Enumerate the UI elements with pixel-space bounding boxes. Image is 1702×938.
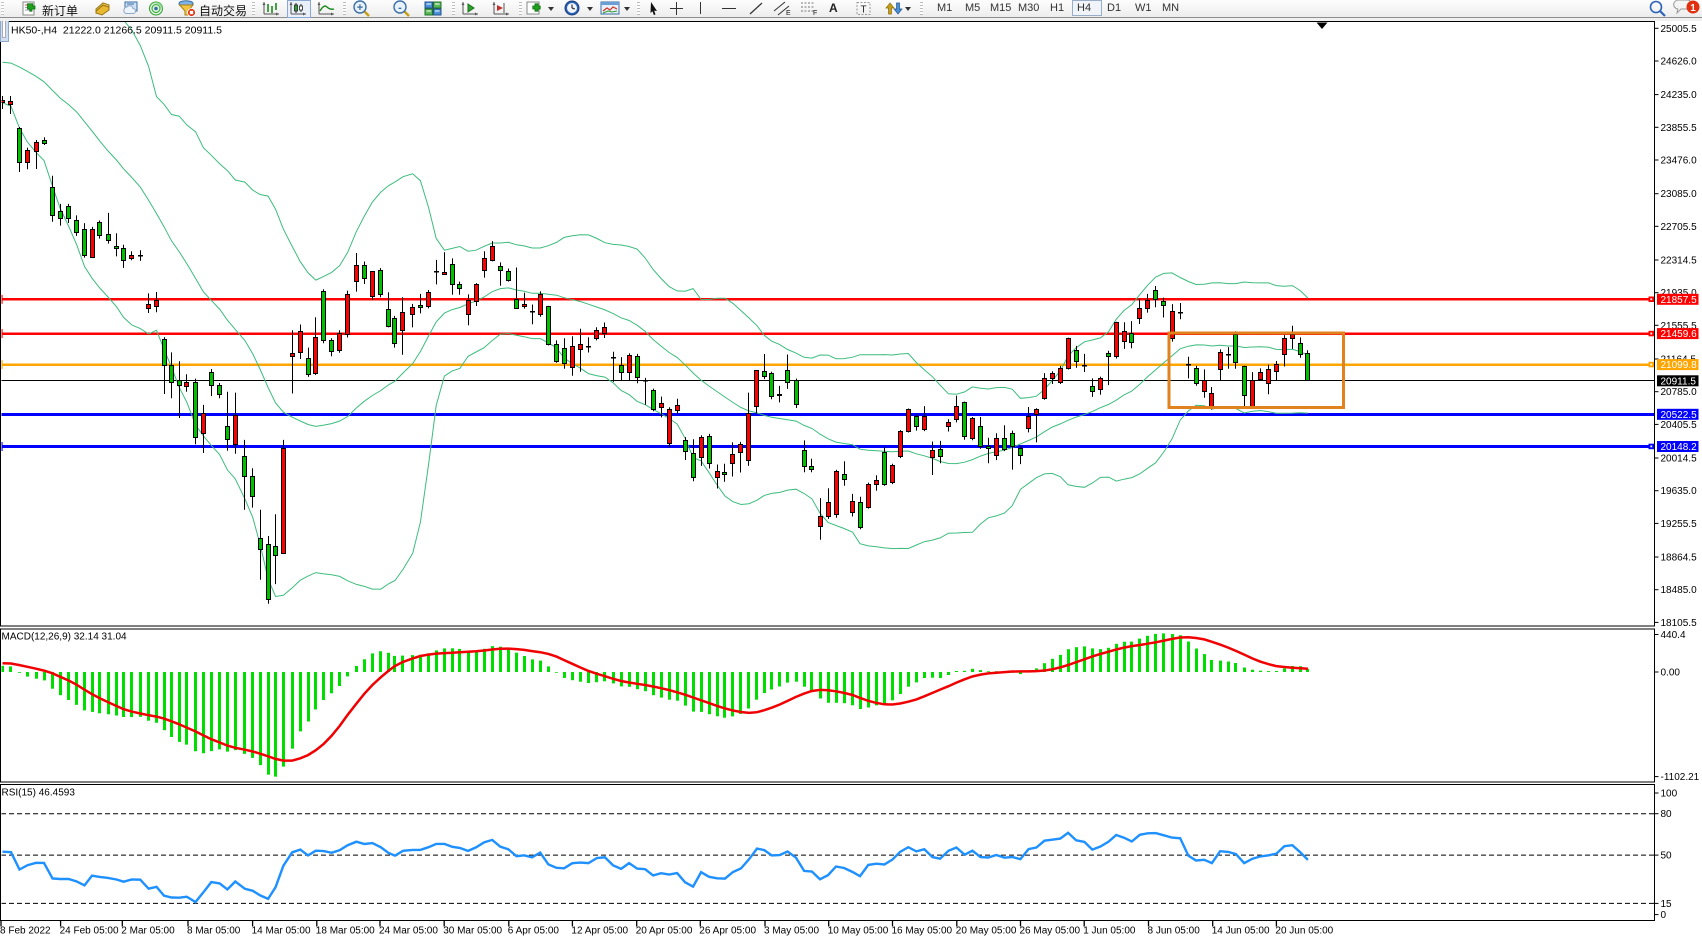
svg-text:21857.5: 21857.5 [1661, 295, 1698, 306]
svg-text:25005.5: 25005.5 [1661, 24, 1698, 35]
svg-text:50: 50 [1661, 851, 1673, 862]
svg-text:18 Mar 05:00: 18 Mar 05:00 [316, 926, 375, 937]
svg-text:16 May 05:00: 16 May 05:00 [892, 926, 953, 937]
svg-text:20 Jun 05:00: 20 Jun 05:00 [1275, 926, 1333, 937]
svg-text:-: - [398, 2, 402, 14]
svg-text:MACD(12,26,9) 32.14 31.04: MACD(12,26,9) 32.14 31.04 [2, 632, 128, 643]
svg-text:20522.5: 20522.5 [1661, 410, 1698, 421]
svg-text:23476.0: 23476.0 [1661, 156, 1698, 167]
svg-text:21099.8: 21099.8 [1661, 360, 1698, 371]
svg-text:20 Apr 05:00: 20 Apr 05:00 [636, 926, 693, 937]
svg-text:8 Jun 05:00: 8 Jun 05:00 [1148, 926, 1201, 937]
svg-text:20 May 05:00: 20 May 05:00 [956, 926, 1017, 937]
svg-text:22705.5: 22705.5 [1661, 222, 1698, 233]
svg-text:23085.0: 23085.0 [1661, 189, 1698, 200]
svg-text:8 Feb 2022: 8 Feb 2022 [0, 926, 51, 937]
svg-text:12 Apr 05:00: 12 Apr 05:00 [571, 926, 628, 937]
svg-text:19635.0: 19635.0 [1661, 486, 1698, 497]
svg-text:21555.5: 21555.5 [1661, 321, 1698, 332]
svg-text:18485.0: 18485.0 [1661, 585, 1698, 596]
svg-text:14 Mar 05:00: 14 Mar 05:00 [252, 926, 311, 937]
svg-text:20911.5: 20911.5 [1661, 376, 1697, 387]
svg-text:21459.6: 21459.6 [1661, 329, 1698, 340]
svg-text:1: 1 [1690, 3, 1696, 14]
svg-text:E: E [786, 10, 791, 16]
svg-text:100: 100 [1661, 789, 1678, 800]
svg-text:23855.5: 23855.5 [1661, 123, 1698, 134]
svg-text:-1102.21: -1102.21 [1661, 772, 1700, 783]
svg-text:18864.5: 18864.5 [1661, 553, 1698, 564]
svg-text:20785.0: 20785.0 [1661, 387, 1698, 398]
svg-text:19255.5: 19255.5 [1661, 519, 1698, 530]
svg-text:440.4: 440.4 [1661, 630, 1686, 641]
svg-text:HK50-,H4 21222.0 21266.5 2091: HK50-,H4 21222.0 21266.5 20911.5 20911.5 [11, 25, 222, 37]
svg-text:3 May 05:00: 3 May 05:00 [764, 926, 819, 937]
svg-text:RSI(15) 46.4593: RSI(15) 46.4593 [2, 788, 76, 799]
svg-text:18105.5: 18105.5 [1661, 618, 1698, 629]
svg-text:0: 0 [1661, 910, 1667, 921]
svg-text:2 Mar 05:00: 2 Mar 05:00 [121, 926, 175, 937]
svg-text:1 Jun 05:00: 1 Jun 05:00 [1083, 926, 1136, 937]
svg-text:24 Mar 05:00: 24 Mar 05:00 [379, 926, 438, 937]
svg-text:20405.5: 20405.5 [1661, 420, 1698, 431]
svg-text:8 Mar 05:00: 8 Mar 05:00 [187, 926, 241, 937]
svg-text:24235.0: 24235.0 [1661, 90, 1698, 101]
svg-text:14 Jun 05:00: 14 Jun 05:00 [1212, 926, 1270, 937]
svg-text:21935.0: 21935.0 [1661, 288, 1698, 299]
svg-text:26 Apr 05:00: 26 Apr 05:00 [699, 926, 756, 937]
svg-text:F: F [813, 10, 817, 16]
svg-text:0.00: 0.00 [1661, 668, 1681, 679]
svg-text:24 Feb 05:00: 24 Feb 05:00 [60, 926, 119, 937]
svg-text:15: 15 [1661, 899, 1673, 910]
svg-text:22314.5: 22314.5 [1661, 256, 1698, 267]
svg-text:20014.5: 20014.5 [1661, 454, 1698, 465]
svg-text:T: T [860, 5, 866, 16]
svg-text:6 Apr 05:00: 6 Apr 05:00 [508, 926, 560, 937]
svg-text:20148.2: 20148.2 [1661, 442, 1698, 453]
svg-text:30 Mar 05:00: 30 Mar 05:00 [443, 926, 502, 937]
svg-text:10 May 05:00: 10 May 05:00 [828, 926, 889, 937]
svg-text:80: 80 [1661, 809, 1673, 820]
svg-text:24626.0: 24626.0 [1661, 57, 1698, 68]
svg-text:+: + [357, 2, 363, 14]
svg-text:26 May 05:00: 26 May 05:00 [1020, 926, 1081, 937]
